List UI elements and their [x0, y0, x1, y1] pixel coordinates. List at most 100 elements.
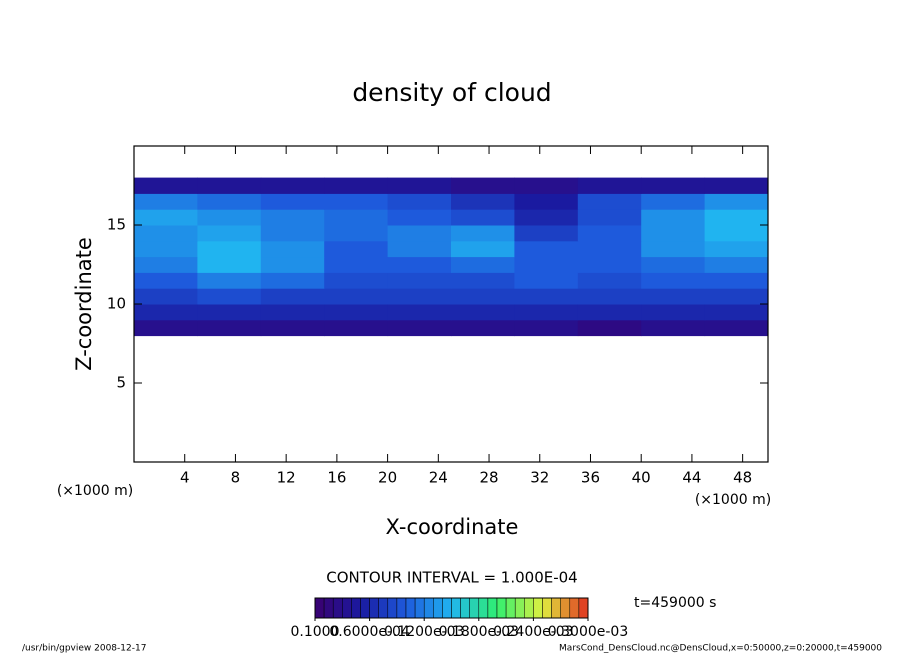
x-tick-label: 44: [682, 469, 701, 487]
cell: [387, 240, 452, 258]
colorbar-tick-label: 0.3000e-03: [548, 624, 628, 640]
colorbar-swatch: [578, 597, 589, 619]
cell: [324, 193, 389, 210]
cell: [704, 240, 769, 258]
cell: [134, 256, 198, 273]
cell: [387, 177, 452, 194]
cell: [577, 256, 642, 273]
footer-right: MarsCond_DensCloud.nc@DensCloud,x=0:5000…: [559, 644, 882, 654]
cell: [197, 177, 262, 194]
cell: [260, 177, 325, 194]
colorbar-frame: [314, 597, 589, 619]
cell: [451, 304, 515, 321]
colorbar-swatch: [505, 597, 516, 619]
cell: [514, 272, 579, 289]
cell: [451, 256, 515, 273]
cell: [387, 272, 452, 289]
cell: [324, 272, 389, 289]
contour-note: CONTOUR INTERVAL = 1.000E-04: [326, 569, 577, 587]
y-tick-label: 15: [107, 216, 126, 234]
y-tick-label: 10: [107, 295, 126, 313]
cell: [134, 193, 198, 210]
colorbar-swatch: [469, 597, 480, 619]
cell: [641, 177, 706, 194]
colorbar-swatch: [342, 597, 352, 619]
cell: [387, 288, 452, 305]
colorbar-swatch: [414, 597, 425, 619]
colorbar-swatch: [542, 597, 552, 619]
cell: [451, 209, 515, 226]
colorbar-swatch: [360, 597, 370, 619]
cell: [641, 304, 706, 321]
cell: [134, 319, 198, 337]
colorbar-swatch: [442, 597, 452, 619]
cell: [197, 272, 262, 289]
cell: [324, 256, 389, 273]
colorbar-swatch: [460, 597, 470, 619]
cell: [514, 209, 579, 226]
cell: [451, 225, 515, 242]
cell: [197, 319, 262, 337]
chart-title: density of cloud: [352, 78, 551, 107]
cell: [704, 256, 769, 273]
cell: [451, 319, 515, 337]
x-tick-label: 20: [378, 469, 397, 487]
colorbar-swatch: [433, 597, 443, 619]
cell: [451, 177, 515, 194]
cell: [387, 193, 452, 210]
colorbar-tick-label: 0.1200e-03: [384, 624, 464, 640]
cell: [577, 240, 642, 258]
cell: [577, 288, 642, 305]
cell: [704, 209, 769, 226]
colorbar-tick-label: 0.6000e-04: [329, 624, 410, 640]
footer-left: /usr/bin/gpview 2008-12-17: [22, 644, 146, 654]
colorbar-tick-label: 0.1800e-03: [439, 624, 519, 640]
colorbar-swatch: [396, 597, 407, 619]
colorbar-swatch: [569, 597, 580, 619]
cell: [451, 288, 515, 305]
colorbar-swatch: [451, 597, 461, 619]
cell: [260, 225, 325, 242]
cell: [514, 177, 579, 194]
colorbar-swatch: [387, 597, 398, 619]
cell: [324, 319, 389, 337]
colorbar-swatch: [378, 597, 389, 619]
cell: [134, 304, 198, 321]
cell: [641, 225, 706, 242]
cell: [260, 288, 325, 305]
colorbar-swatch: [423, 597, 434, 619]
cell: [451, 272, 515, 289]
colorbar-swatch: [369, 597, 379, 619]
y-axis-label: Z-coordinate: [72, 237, 96, 371]
cell: [704, 319, 769, 337]
cell: [197, 288, 262, 305]
cell: [641, 209, 706, 226]
colorbar-swatch: [478, 597, 489, 619]
x-tick-label: 24: [429, 469, 448, 487]
cell: [387, 225, 452, 242]
cell: [704, 304, 769, 321]
cell: [641, 319, 706, 337]
cell: [514, 193, 579, 210]
cell: [260, 319, 325, 337]
x-unit: (×1000 m): [695, 492, 771, 508]
x-tick-label: 36: [581, 469, 600, 487]
colorbar-swatch: [405, 597, 416, 619]
colorbar-swatch: [351, 597, 361, 619]
x-tick-label: 28: [479, 469, 498, 487]
cell: [641, 256, 706, 273]
cell: [260, 256, 325, 273]
cell: [577, 319, 642, 337]
cell: [451, 240, 515, 258]
cell: [197, 304, 262, 321]
cell: [197, 209, 262, 226]
colorbar-swatch: [551, 597, 561, 619]
cell: [641, 288, 706, 305]
colorbar-swatch: [560, 597, 571, 619]
colorbar-swatch: [533, 597, 543, 619]
cell: [641, 193, 706, 210]
cell: [387, 304, 452, 321]
time-label: t=459000 s: [634, 595, 716, 611]
x-tick-label: 16: [327, 469, 346, 487]
